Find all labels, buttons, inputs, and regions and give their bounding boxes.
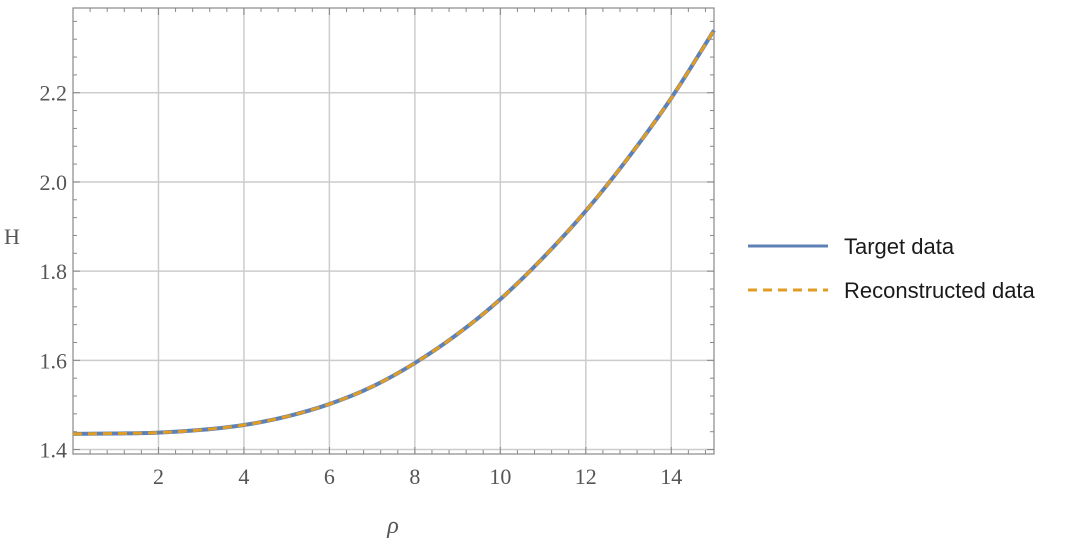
- y-axis-title: H: [4, 224, 20, 249]
- series-layer: [72, 29, 716, 436]
- x-tick-label: 4: [238, 464, 249, 489]
- series-line-target: [72, 29, 716, 436]
- x-tick-label: 6: [324, 464, 335, 489]
- legend-label-target: Target data: [844, 234, 955, 259]
- x-tick-label: 2: [153, 464, 164, 489]
- plot-frame: [72, 7, 715, 455]
- y-tick-label: 1.4: [40, 438, 68, 463]
- x-axis-title: ρ: [386, 513, 399, 539]
- y-tick-label: 2.2: [40, 81, 68, 106]
- grid-layer: [73, 8, 714, 454]
- y-tick-label: 1.8: [40, 259, 68, 284]
- legend-label-reconstructed: Reconstructed data: [844, 278, 1036, 303]
- x-tick-label: 12: [575, 464, 597, 489]
- x-tick-label: 10: [489, 464, 511, 489]
- series-line-reconstructed: [72, 29, 716, 436]
- y-tick-label: 1.6: [40, 348, 68, 373]
- legend: Target data Reconstructed data: [748, 234, 1036, 303]
- x-tick-label: 14: [660, 464, 682, 489]
- x-tick-label: 8: [409, 464, 420, 489]
- y-tick-label: 2.0: [40, 170, 68, 195]
- minor-ticks: [72, 8, 714, 454]
- tick-labels: 2 4 6 8 10 12 14 1.4 1.6 1.8 2.0 2.2: [40, 81, 683, 489]
